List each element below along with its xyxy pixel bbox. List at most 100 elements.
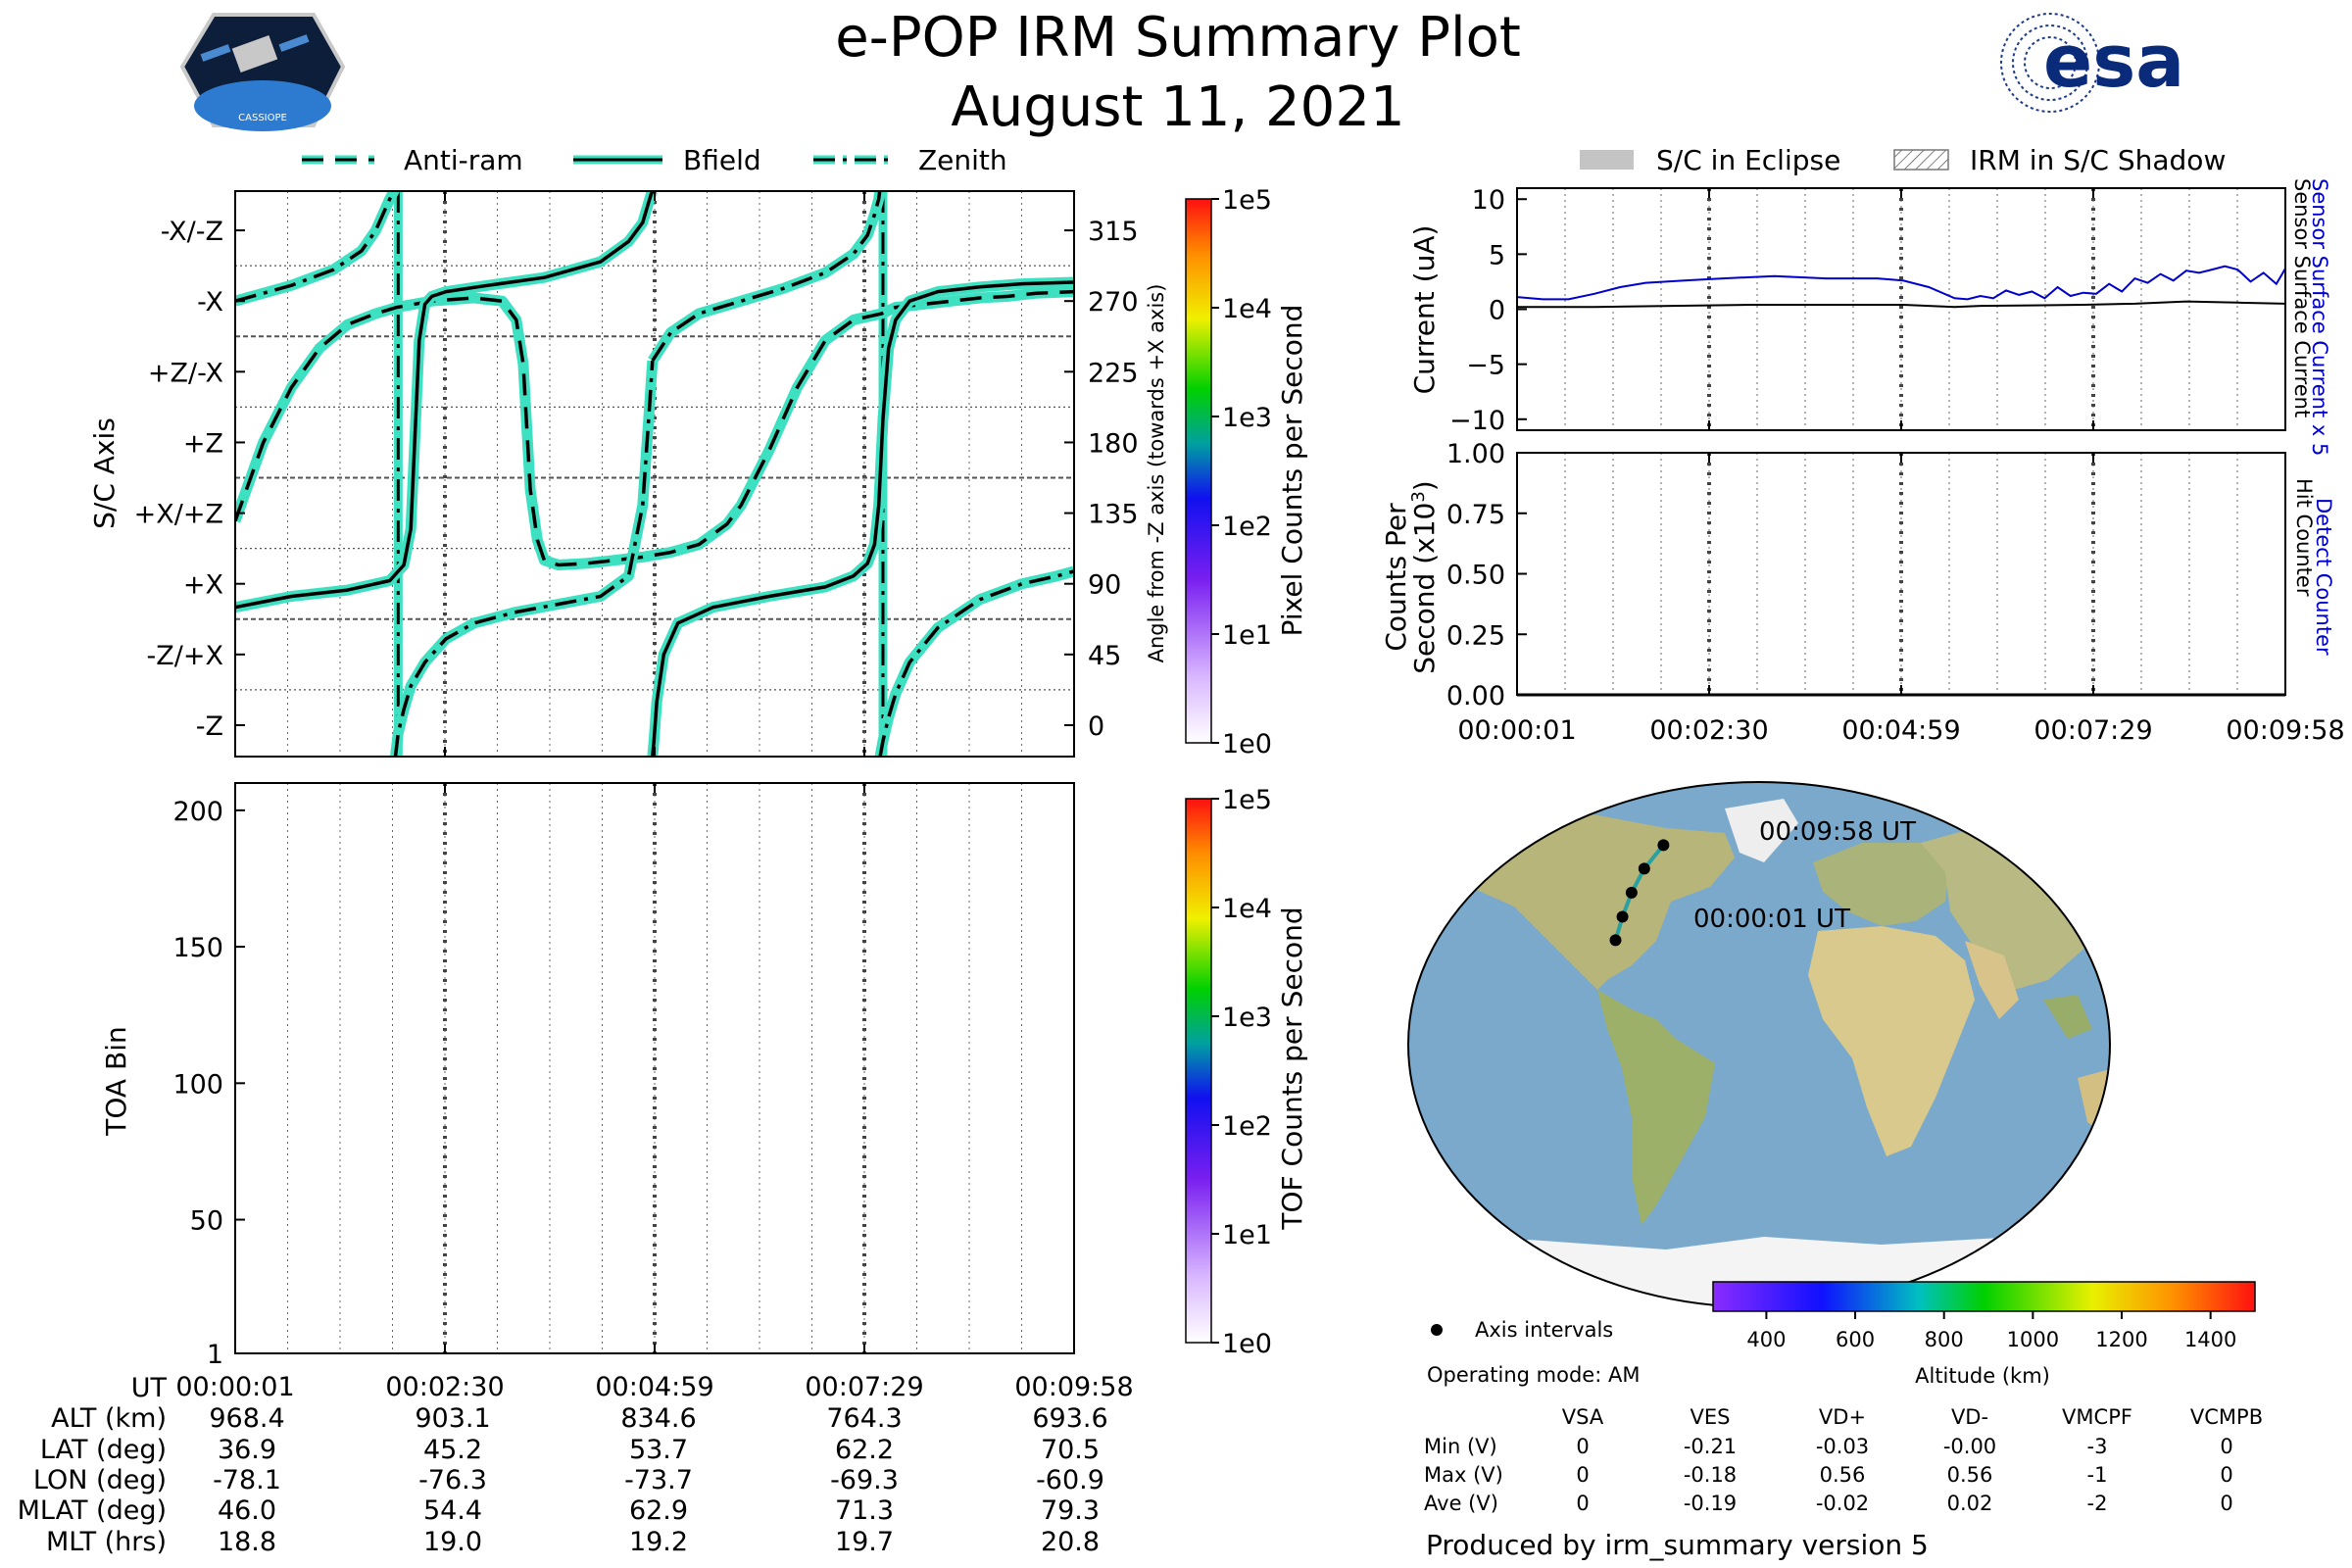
zenith-series-halo — [648, 191, 886, 365]
zenith-series-line — [878, 569, 1074, 757]
track-point — [1625, 886, 1638, 899]
x-tick-label: 00:07:29 — [805, 1372, 923, 1402]
voltage-cell: -0.02 — [1816, 1492, 1869, 1515]
altitude-tick-label: 1400 — [2184, 1328, 2236, 1351]
esa-logo: esa — [2000, 13, 2184, 113]
voltage-header: VSA — [1562, 1405, 1604, 1429]
altitude-tick-label: 400 — [1746, 1328, 1786, 1351]
track-start-label: 00:00:01 UT — [1693, 905, 1850, 934]
pixel-colorbar: 1e5 1e4 1e3 1e2 1e1 1e0 Pixel Counts per Seco… — [1185, 185, 1308, 760]
y-tick-label: -Z — [196, 711, 223, 742]
y-tick-label: 0 — [1489, 296, 1505, 326]
ephemeris-cell: 18.8 — [218, 1527, 276, 1557]
y-tick-label: 0.50 — [1446, 561, 1505, 591]
x-tick-label: 00:09:58 — [2226, 715, 2344, 746]
y-tick-label-right: 315 — [1088, 217, 1139, 247]
tof-colorbar: 1e5 1e4 1e3 1e2 1e1 1e0 TOF Counts per Second — [1185, 785, 1308, 1359]
x-tick-label: 00:02:30 — [385, 1372, 504, 1402]
attitude-ylabel: S/C Axis — [88, 417, 121, 529]
axis-intervals-marker — [1431, 1324, 1443, 1336]
voltage-cell: 0.02 — [1947, 1492, 1993, 1515]
track-point — [1638, 862, 1650, 875]
y-tick-label: 50 — [190, 1206, 223, 1237]
altitude-colorbar: 400 600 800 1000 1200 1400 Altitude (km) — [1712, 1281, 2256, 1388]
legend-anti-ram: Anti-ram — [404, 144, 523, 176]
ephemeris-cell: 46.0 — [218, 1495, 276, 1526]
ephemeris-row-label: ALT (km) — [51, 1403, 167, 1434]
attitude-ylabel-right: Angle from -Z axis (towards +X axis) — [1145, 284, 1168, 663]
y-tick-label-right: 45 — [1088, 641, 1121, 671]
y-tick-label: +X/+Z — [134, 500, 223, 530]
x-tick-label: 00:02:30 — [1649, 715, 1768, 746]
current-series — [1517, 300, 2285, 309]
y-tick-label: 100 — [172, 1069, 223, 1100]
bfield-series-line — [651, 280, 1074, 757]
y-tick-label: -Z/+X — [147, 641, 223, 671]
cassiope-logo: CASSIOPE — [179, 13, 346, 131]
colorbar-tick-label: 1e3 — [1222, 1003, 1272, 1033]
counts-right-label-black: Hit Counter — [2292, 478, 2316, 597]
ephemeris-cell: 62.9 — [629, 1495, 688, 1526]
ephemeris-cell: 45.2 — [423, 1435, 482, 1465]
y-tick-label: 0.75 — [1446, 500, 1505, 530]
ephemeris-cell: 54.4 — [423, 1495, 482, 1526]
bfield-series-halo — [647, 276, 1074, 757]
y-tick-label: 150 — [172, 933, 223, 963]
legend-shadow: IRM in S/C Shadow — [1970, 144, 2226, 176]
ephemeris-cell: -76.3 — [418, 1465, 487, 1495]
y-tick-label: -X/-Z — [161, 217, 223, 247]
voltage-cell: -0.03 — [1816, 1435, 1869, 1458]
ephemeris-cell: -78.1 — [213, 1465, 281, 1495]
voltage-header: VMCPF — [2062, 1405, 2132, 1429]
legend-zenith: Zenith — [918, 144, 1007, 176]
figure-title: e-POP IRM Summary Plot — [835, 6, 1521, 70]
current-panel: 10 5 0 −5 −10 Current (uA) Sensor Surface Cu… — [1408, 178, 2331, 456]
ephemeris-cell: 834.6 — [620, 1403, 696, 1434]
zenith-series-halo — [235, 191, 401, 307]
counts-ylabel-line2: Second (x103) — [1408, 480, 1442, 673]
voltage-cell: -1 — [2087, 1463, 2108, 1487]
voltage-cell: 0 — [2220, 1463, 2232, 1487]
voltage-row-label: Min (V) — [1424, 1435, 1497, 1458]
counts-ylabel: Counts Per Second (x103) — [1380, 480, 1441, 673]
y-tick-label-right: 180 — [1088, 428, 1139, 459]
altitude-tick-label: 1200 — [2095, 1328, 2147, 1351]
colorbar-tick-label: 1e3 — [1222, 403, 1272, 433]
colorbar-tick-label: 1e1 — [1222, 620, 1272, 651]
ephemeris-row-label: MLAT (deg) — [18, 1495, 167, 1526]
current-right-label-black: Sensor Surface Current — [2290, 178, 2314, 417]
world-map: 00:09:58 UT 00:00:01 UT — [1407, 781, 2111, 1308]
track-point — [1609, 934, 1622, 947]
ephemeris-cell: 79.3 — [1041, 1495, 1100, 1526]
colorbar-tick-label: 1e2 — [1222, 1111, 1272, 1142]
ephemeris-cell: -60.9 — [1036, 1465, 1104, 1495]
eclipse-legend: S/C in Eclipse IRM in S/C Shadow — [1580, 144, 2226, 176]
ephemeris-cell: 19.7 — [835, 1527, 894, 1557]
ephemeris-row-label: MLT (hrs) — [46, 1527, 167, 1557]
voltage-cell: 0.56 — [1820, 1463, 1866, 1487]
voltage-table: VSA VES VD+ VD- VMCPF VCMPB Min (V) 0 -0.21 -0.03… — [1424, 1405, 2263, 1515]
y-tick-label: 10 — [1472, 185, 1505, 216]
voltage-cell: 0 — [2220, 1435, 2232, 1458]
y-tick-label: +Z — [183, 428, 223, 459]
ephemeris-cell: 20.8 — [1041, 1527, 1100, 1557]
bfield-series-line — [235, 191, 655, 610]
x-tick-label: 00:07:29 — [2034, 715, 2152, 746]
y-tick-label: 0.00 — [1446, 681, 1505, 711]
toa-ylabel: TOA Bin — [100, 1026, 132, 1136]
altitude-tick-label: 600 — [1836, 1328, 1875, 1351]
voltage-cell: 0 — [1576, 1463, 1589, 1487]
counts-right-label-blue: Detect Counter — [2312, 498, 2335, 656]
voltage-cell: 0.56 — [1947, 1463, 1993, 1487]
ephemeris-cell: 19.2 — [629, 1527, 688, 1557]
ephemeris-row-label: LON (deg) — [33, 1465, 167, 1495]
eclipse-swatch — [1580, 150, 1634, 170]
figure-date: August 11, 2021 — [951, 75, 1404, 139]
voltage-cell: 0 — [1576, 1492, 1589, 1515]
voltage-cell: -2 — [2087, 1492, 2108, 1515]
x-tick-label: 00:09:58 — [1014, 1372, 1133, 1402]
y-tick-label: +X — [183, 570, 223, 601]
ephemeris-cell: 62.2 — [835, 1435, 894, 1465]
colorbar-tick-label: 1e5 — [1222, 785, 1272, 815]
